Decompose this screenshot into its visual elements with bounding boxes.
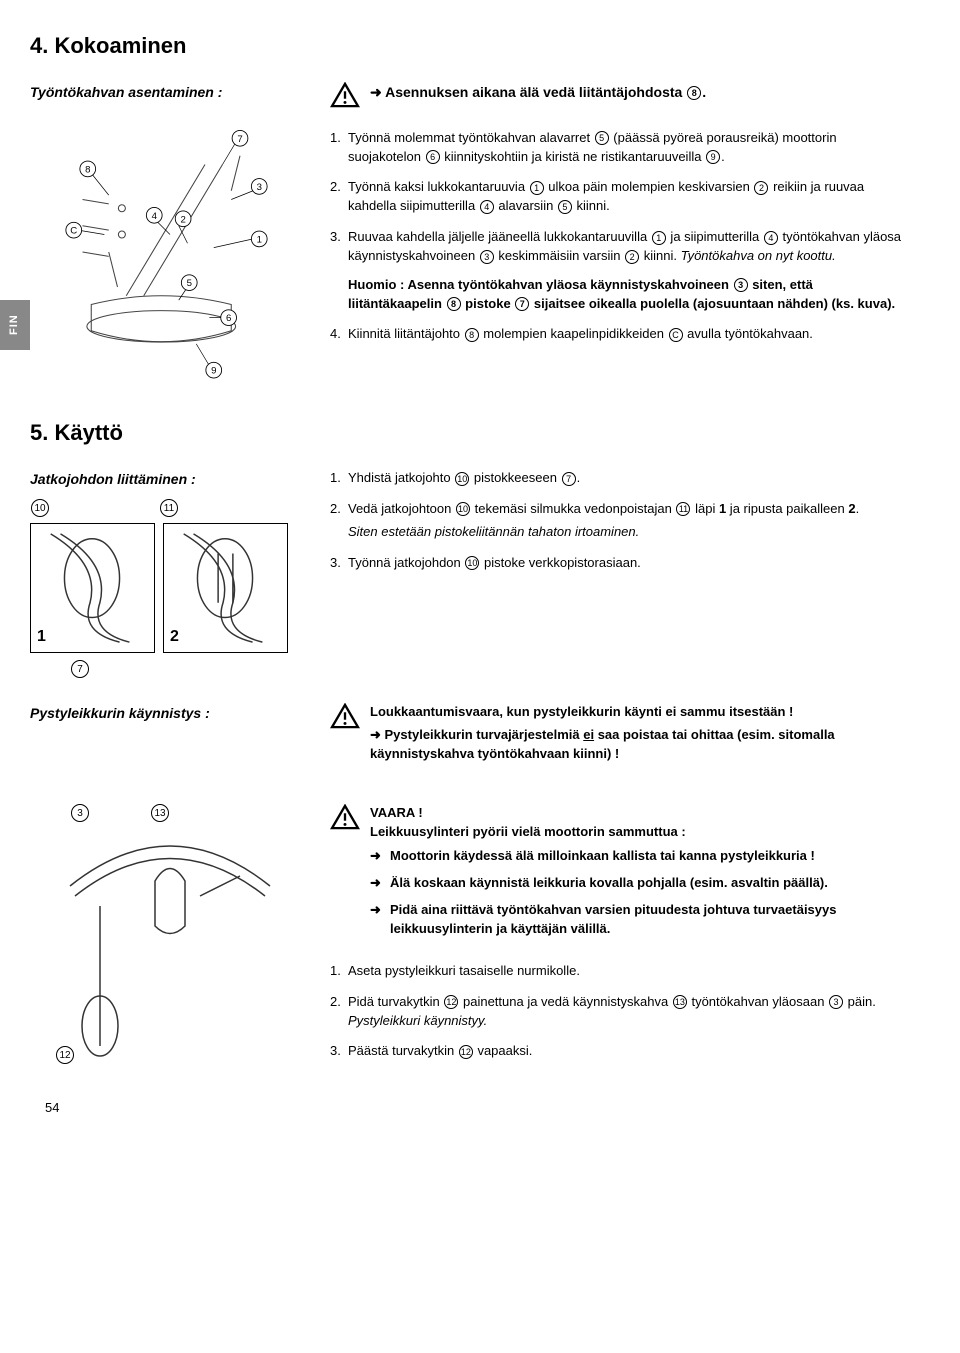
warning-icon-2	[330, 703, 360, 735]
svg-text:7: 7	[237, 134, 242, 145]
svg-text:6: 6	[226, 313, 231, 324]
s4-step1: 1. Työnnä molemmat työntökahvan alavarre…	[330, 129, 910, 167]
svg-text:5: 5	[187, 278, 192, 289]
s5b-step1: 1. Aseta pystyleikkuri tasaiselle nurmik…	[330, 962, 910, 981]
s4-step4: 4. Kiinnitä liitäntäjohto 8 molempien ka…	[330, 325, 910, 344]
section5-sub2-head: Pystyleikkurin käynnistys :	[30, 703, 310, 723]
svg-text:4: 4	[152, 211, 158, 222]
s4-note: Huomio : Asenna työntökahvan yläosa käyn…	[348, 276, 910, 314]
callout-12: 12	[56, 1046, 74, 1064]
assembly-diagram: 7 8 C 4 2 3 1 5 6 9	[30, 112, 310, 392]
warning-icon	[330, 82, 360, 114]
s5a-step1: 1. Yhdistä jatkojohto 10 pistokkeeseen 7…	[330, 469, 910, 488]
section5-sub1-head: Jatkojohdon liittäminen :	[30, 469, 310, 489]
callout-10: 10	[31, 499, 49, 517]
callout-13: 13	[151, 804, 169, 822]
svg-text:3: 3	[257, 182, 262, 193]
section5-heading: 5. Käyttö	[30, 417, 910, 449]
svg-text:2: 2	[180, 214, 185, 225]
callout-11: 11	[160, 499, 178, 517]
cable-diagram: 1 2	[30, 523, 310, 653]
page-number: 54	[45, 1099, 59, 1118]
injury-warning: Loukkaantumisvaara, kun pystyleikkurin k…	[370, 703, 910, 764]
svg-text:C: C	[70, 226, 77, 237]
callout-7: 7	[71, 660, 89, 678]
danger-block: VAARA ! Leikkuusylinteri pyörii vielä mo…	[370, 804, 910, 947]
s4-step3: 3. Ruuvaa kahdella jäljelle jääneellä lu…	[330, 228, 910, 313]
svg-text:8: 8	[85, 165, 90, 176]
fig1-label: 1	[37, 625, 46, 648]
start-diagram	[30, 826, 310, 1066]
section4-subhead: Työntökahvan asentaminen :	[30, 82, 310, 102]
svg-text:9: 9	[211, 366, 216, 377]
language-tab: FIN	[0, 300, 30, 350]
warning-icon-3	[330, 804, 360, 836]
section4-heading: 4. Kokoaminen	[30, 30, 910, 62]
s5b-step2: 2. Pidä turvakytkin 12 painettuna ja ved…	[330, 993, 910, 1031]
s5a-step3: 3. Työnnä jatkojohdon 10 pistoke verkkop…	[330, 554, 910, 573]
section4-warning: Asennuksen aikana älä vedä liitäntäjohdo…	[370, 82, 910, 102]
fig2-label: 2	[170, 625, 179, 648]
svg-text:1: 1	[257, 235, 262, 246]
callout-3: 3	[71, 804, 89, 822]
s5a-step2: 2. Vedä jatkojohtoon 10 tekemäsi silmukk…	[330, 500, 910, 542]
s4-step2: 2. Työnnä kaksi lukkokantaruuvia 1 ulkoa…	[330, 178, 910, 216]
s5b-step3: 3. Päästä turvakytkin 12 vapaaksi.	[330, 1042, 910, 1061]
